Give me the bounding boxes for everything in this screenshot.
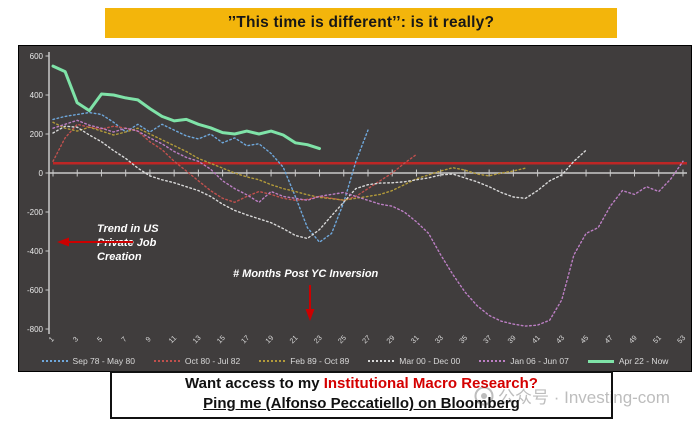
- legend-item-4: Jan 06 - Jun 07: [479, 356, 569, 366]
- series-line-1: [52, 123, 418, 204]
- x-tick-label: 49: [627, 333, 639, 345]
- x-tick-label: 45: [578, 333, 590, 345]
- y-tick-label: 400: [30, 91, 44, 100]
- x-tick-label: 25: [336, 333, 348, 345]
- annotation-months-label: # Months Post YC Inversion: [233, 268, 379, 280]
- x-tick-label: 47: [603, 333, 615, 345]
- legend-label: Apr 22 - Now: [618, 356, 669, 366]
- y-tick-label: -200: [27, 208, 44, 217]
- x-tick-label: 27: [360, 333, 372, 345]
- x-tick-label: 9: [144, 335, 153, 344]
- x-tick-label: 13: [191, 333, 203, 345]
- legend-label: Feb 89 - Oct 89: [290, 356, 350, 366]
- annotation-trend-line1: Trend in US: [97, 223, 159, 235]
- x-tick-label: 39: [506, 333, 518, 345]
- annotation-trend-line3: Creation: [97, 251, 142, 263]
- legend-item-0: Sep 78 - May 80: [41, 356, 135, 366]
- legend-item-3: Mar 00 - Dec 00: [368, 356, 460, 366]
- banner-line1-black: Want access to my: [185, 375, 324, 392]
- chart-panel: 600 400 200 0 -200 -400 -600 -800 1 3 5 7 9 11 13 15 17 1…: [18, 45, 692, 372]
- legend-label: Sep 78 - May 80: [72, 356, 135, 366]
- legend-swatch-icon: [479, 360, 506, 362]
- x-tick-label: 5: [95, 335, 104, 344]
- title-banner: ’’This time is different’’: is it really…: [105, 8, 617, 38]
- series-line-3: [52, 125, 587, 240]
- legend-label: Jan 06 - Jun 07: [510, 356, 569, 366]
- legend-label: Mar 00 - Dec 00: [399, 356, 461, 366]
- x-tick-label: 15: [215, 333, 227, 345]
- series-line-2: [52, 121, 527, 201]
- legend-item-1: Oct 80 - Jul 82: [153, 356, 241, 366]
- x-tick-label: 51: [651, 333, 663, 345]
- x-tick-label: 33: [433, 333, 445, 345]
- legend-swatch-icon: [368, 360, 395, 362]
- chart-legend: Sep 78 - May 80 Oct 80 - Jul 82 Feb 89 - O…: [19, 356, 691, 366]
- x-tick-label: 11: [167, 333, 179, 345]
- banner-line1-red: Institutional Macro Research?: [323, 375, 538, 392]
- y-tick-label: 200: [30, 130, 44, 139]
- y-tick-label: -600: [27, 286, 44, 295]
- red-arrow-down-icon: [305, 285, 315, 321]
- page-title: ’’This time is different’’: is it really…: [227, 14, 495, 31]
- legend-label: Oct 80 - Jul 82: [184, 356, 241, 366]
- x-tick-label: 35: [457, 333, 469, 345]
- x-tick-label: 53: [675, 333, 687, 345]
- y-tick-label: 0: [39, 169, 44, 178]
- x-tick-label: 7: [119, 335, 128, 344]
- x-tick-label: 1: [47, 335, 56, 344]
- y-tick-label: -400: [27, 247, 44, 256]
- red-arrow-left-icon: [57, 237, 133, 247]
- legend-swatch-icon: [153, 360, 180, 362]
- x-tick-label: 23: [312, 333, 324, 345]
- x-tick-label: 19: [263, 333, 275, 345]
- y-tick-label: -800: [27, 325, 44, 334]
- x-tick-label: 3: [71, 335, 80, 344]
- x-tick-label: 31: [409, 333, 421, 345]
- legend-swatch-icon: [587, 359, 614, 363]
- x-tick-label: 17: [239, 333, 251, 345]
- banner-line2: Ping me (Alfonso Peccatiello) on Bloombe…: [203, 395, 520, 412]
- series-line-0: [52, 111, 369, 243]
- legend-item-5: Apr 22 - Now: [587, 356, 669, 366]
- legend-swatch-icon: [259, 360, 286, 362]
- x-tick-label: 21: [288, 333, 300, 345]
- x-tick-label: 37: [481, 333, 493, 345]
- x-tick-label: 29: [384, 333, 396, 345]
- x-tick-label: 43: [554, 333, 566, 345]
- x-tick-label: 41: [530, 333, 542, 345]
- bottom-banner: Want access to my Institutional Macro Re…: [110, 371, 613, 419]
- legend-swatch-icon: [41, 360, 68, 362]
- series-line-5: [51, 64, 321, 151]
- banner-line1: Want access to my Institutional Macro Re…: [112, 374, 611, 394]
- y-tick-label: 600: [30, 52, 44, 61]
- legend-item-2: Feb 89 - Oct 89: [259, 356, 349, 366]
